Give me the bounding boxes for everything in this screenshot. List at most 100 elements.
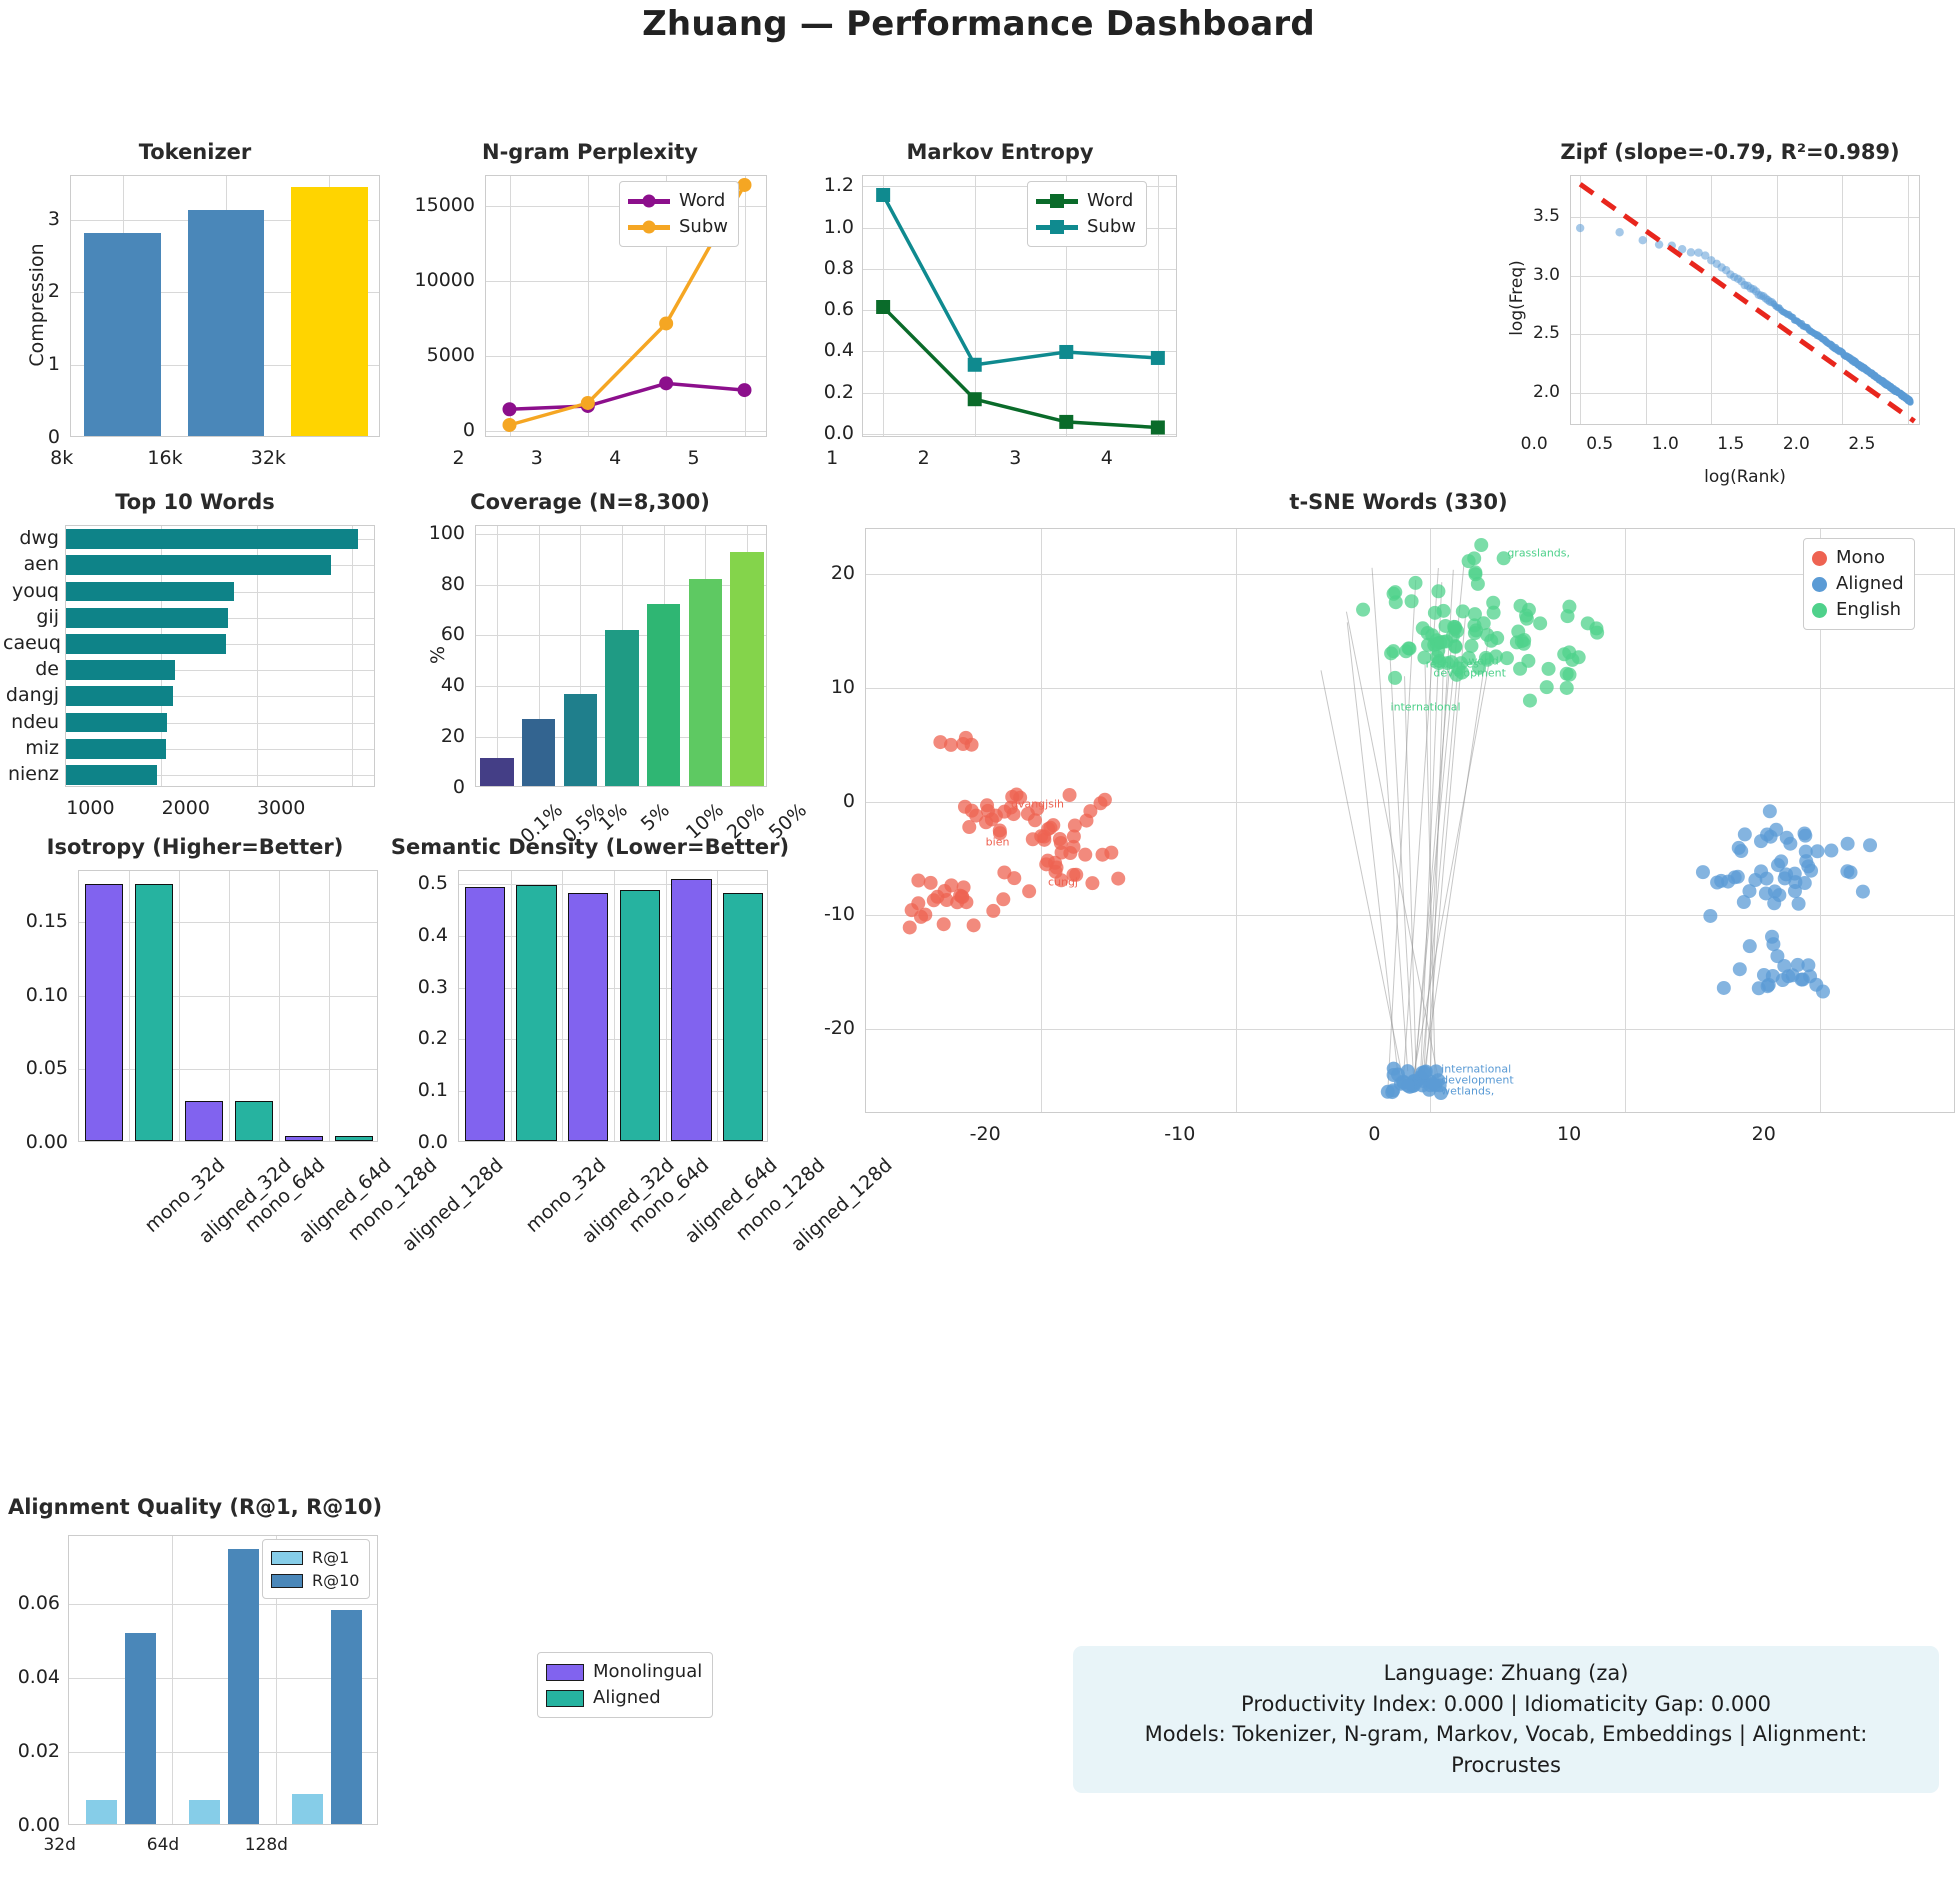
bar-aligned_128d [723, 893, 764, 1141]
legend-label-Subw: Subw [679, 216, 728, 238]
gridline-v [666, 176, 667, 436]
tsne-point [1111, 871, 1126, 886]
tsne-link-line [1371, 567, 1409, 1072]
tsne-point [1388, 670, 1403, 685]
tsne-point [1695, 865, 1710, 880]
tsne-point [1440, 656, 1455, 671]
legend-item-R@1[interactable]: R@1 [271, 1546, 359, 1569]
tsne-point [1062, 787, 1077, 802]
xtick-16k: 16k [147, 447, 183, 469]
gridline-h [1571, 217, 1919, 219]
tsne-point [1486, 605, 1501, 620]
tsne-point [1052, 831, 1067, 846]
tsne-point [1400, 1078, 1415, 1093]
legend-dot-Aligned [1812, 576, 1827, 592]
legend-item-English[interactable]: English [1812, 597, 1904, 623]
tsne-point [986, 903, 1001, 918]
tsne-point [1386, 1068, 1401, 1083]
legend-marker-Subw [642, 220, 656, 234]
bar-16k [187, 209, 265, 436]
tsne-link-line [1425, 615, 1467, 1072]
tsne-point [1027, 813, 1042, 828]
legend-item-Aligned[interactable]: Aligned [1812, 571, 1904, 597]
legend-ngram[interactable]: Word Subw [619, 181, 739, 248]
legend-label-aligned: Aligned [593, 1687, 661, 1709]
tsne-point [1404, 594, 1419, 609]
bar-32d-R@10 [124, 1632, 156, 1824]
tsne-point [1083, 804, 1098, 819]
tsne-point [1840, 836, 1855, 851]
zipf-point [1638, 236, 1647, 245]
panel-semantic-density: Semantic Density (Lower=Better) 0.0 0.1 0.… [390, 835, 897, 1256]
tsne-point [1541, 661, 1556, 676]
tsne-word-label: wetlands, [1441, 1084, 1495, 1098]
tsne-point [911, 873, 926, 888]
tsne-link-line [1421, 626, 1491, 1086]
tsne-point [1710, 875, 1725, 890]
bar-5% [605, 630, 639, 786]
legend-alignment[interactable]: R@1 R@10 [262, 1539, 371, 1600]
bar-ndeu [66, 712, 168, 733]
tsne-point [1758, 886, 1773, 901]
gridline-v [717, 871, 718, 1141]
ytick-label: 0 [47, 426, 60, 448]
gridline-h [66, 723, 374, 724]
gridline-v [580, 526, 581, 786]
legend-item-Subw[interactable]: Subw [1036, 214, 1136, 240]
legend-item-aligned[interactable]: Aligned [546, 1685, 702, 1711]
legend-item-monolingual[interactable]: Monolingual [546, 1659, 702, 1685]
gridline-v [1908, 176, 1909, 424]
bar-mono_128d [671, 879, 712, 1141]
gridline-v [588, 176, 589, 436]
tsne-link-line [1387, 579, 1417, 1092]
xtick-2: 2 [917, 447, 930, 469]
tsne-point [980, 798, 995, 813]
legend-item-R@10[interactable]: R@10 [271, 1569, 359, 1592]
legend-tsne[interactable]: Mono Aligned English [1803, 538, 1915, 631]
tsne-point [1474, 537, 1489, 552]
tsne-word-label: development [1441, 1073, 1514, 1087]
tsne-point [1731, 840, 1746, 855]
xtick--10: -10 [1164, 1123, 1196, 1145]
xtick-1%: 1% [595, 799, 633, 836]
point-Word [737, 383, 752, 398]
tsne-point [1093, 796, 1108, 811]
legend-item-Word[interactable]: Word [1036, 188, 1136, 214]
legend-label-Word: Word [679, 190, 726, 211]
info-language: Language: Zhuang (za) [1383, 1661, 1629, 1685]
tsne-point [1816, 984, 1831, 999]
bar-0.5% [521, 718, 556, 786]
chart-title-isotropy: Isotropy (Higher=Better) [46, 835, 344, 859]
bar-aen [66, 555, 332, 576]
point-Subw [876, 187, 891, 202]
tsne-point [1005, 789, 1020, 804]
legend-swatch-R@10 [271, 1573, 303, 1588]
ytick-label: 0.10 [25, 983, 68, 1006]
chart-title-alignment: Alignment Quality (R@1, R@10) [7, 1495, 383, 1519]
xtick-5: 5 [687, 447, 700, 469]
bar-20% [688, 579, 723, 786]
word-label-gij: gij [36, 605, 59, 628]
legend-markov[interactable]: Word Subw [1027, 181, 1147, 248]
tsne-point [962, 820, 977, 835]
tsne-point [1756, 968, 1771, 983]
legend-item-Word[interactable]: Word [628, 188, 728, 214]
bar-aligned_32d [516, 885, 557, 1141]
gridline-v [1777, 176, 1778, 424]
point-Subw [502, 417, 517, 432]
legend-embedding-type[interactable]: Monolingual Aligned [537, 1652, 714, 1719]
tsne-point [1408, 575, 1423, 590]
ytick-label: 100 [428, 521, 465, 544]
tsne-point [1461, 650, 1476, 665]
word-label-dwg: dwg [19, 527, 59, 550]
legend-item-Subw[interactable]: Subw [628, 214, 728, 240]
word-label-ndeu: ndeu [11, 710, 59, 733]
word-label-de: de [35, 658, 59, 681]
gridline-v [352, 526, 353, 786]
ytick-label: 2.5 [1532, 323, 1560, 344]
gridline-h [863, 351, 1176, 353]
chart-title-ngram: N-gram Perplexity [482, 140, 698, 164]
legend-item-Mono[interactable]: Mono [1812, 545, 1904, 571]
xtick-2000: 2000 [161, 797, 210, 819]
tsne-point [1721, 874, 1736, 889]
